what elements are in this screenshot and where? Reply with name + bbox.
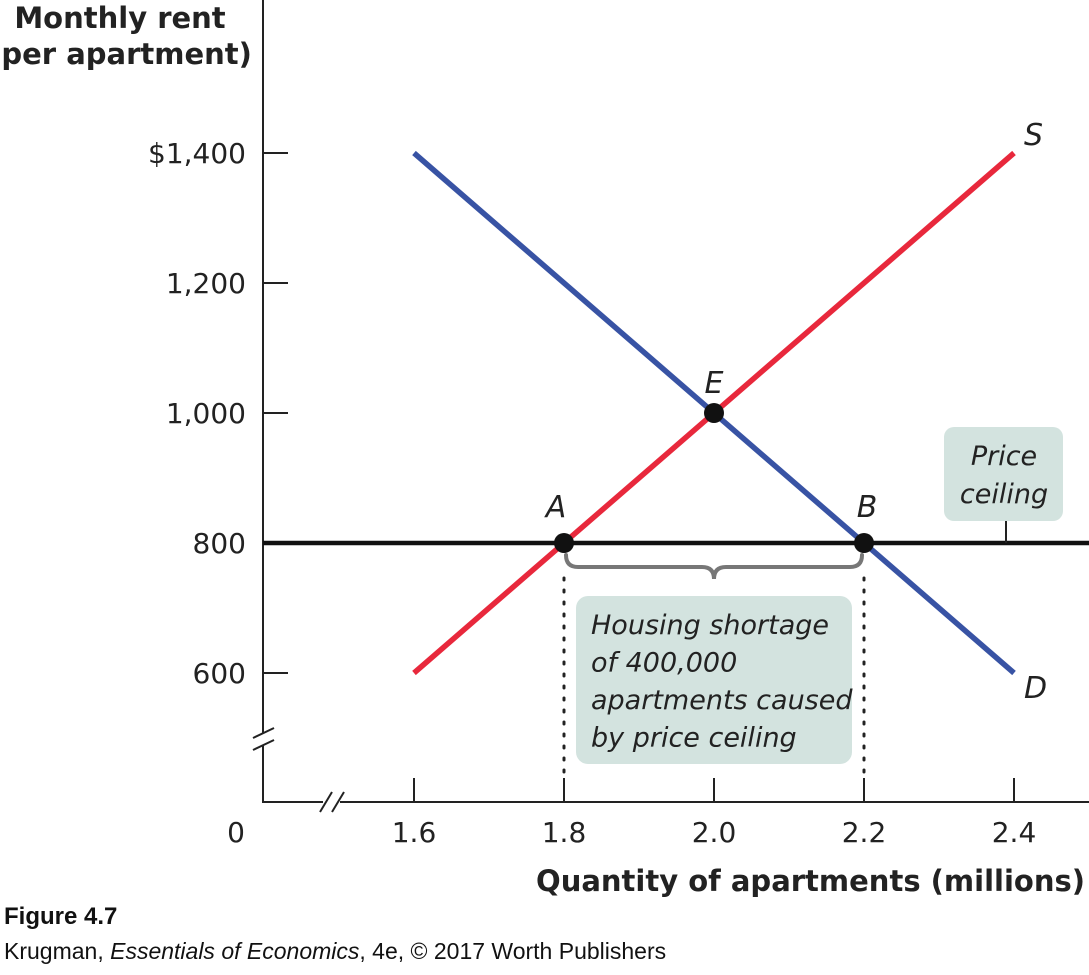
y-tick-label: 1,200 [166, 267, 246, 300]
x-tick-label: 2.2 [842, 816, 887, 849]
y-axis-title-line-2: (per apartment) [0, 37, 252, 71]
x-axis-title: Quantity of apartments (millions) [536, 864, 1085, 898]
y-axis-title: Monthly rent (per apartment) [0, 1, 252, 71]
figure-title: Figure 4.7 [4, 903, 118, 930]
credit-book-title: Essentials of Economics [110, 938, 360, 964]
x-axis-break-mark [319, 791, 333, 813]
price-ceiling-label-line: ceiling [960, 479, 1048, 510]
origin-label: 0 [227, 816, 245, 849]
shortage-note-line: apartments caused [591, 685, 853, 716]
point-label-b: B [857, 490, 878, 525]
y-tick-label: 600 [193, 657, 246, 690]
x-ticks: 1.6 1.8 2.0 2.2 2.4 [392, 778, 1037, 849]
shortage-note-line: Housing shortage [591, 610, 829, 641]
point-label-a: A [544, 490, 567, 525]
series-label-d: D [1024, 671, 1047, 706]
point-a [554, 533, 574, 553]
y-axis-break-mark [252, 727, 275, 739]
y-ticks: $1,400 1,200 1,000 800 600 [148, 137, 288, 690]
point-e [704, 403, 724, 423]
y-axis-title-line-1: Monthly rent [14, 1, 225, 35]
shortage-note-line: by price ceiling [591, 723, 797, 754]
credit-prefix: Krugman, [4, 938, 111, 964]
x-tick-label: 1.8 [542, 816, 587, 849]
y-tick-label: $1,400 [148, 137, 246, 170]
price-ceiling-label-line: Price [971, 441, 1037, 472]
equilibrium-points: E A B [544, 366, 878, 553]
shortage-brace-path [564, 553, 864, 580]
shortage-brace [564, 553, 864, 580]
price-ceiling-label-box [944, 427, 1063, 521]
figure-credit: Krugman, Essentials of Economics, 4e, © … [4, 938, 666, 965]
price-ceiling-chart: Monthly rent (per apartment) Quantity of… [0, 0, 1089, 898]
y-tick-label: 1,000 [166, 397, 246, 430]
y-axis-break-mark [252, 739, 275, 751]
y-tick-label: 800 [193, 527, 246, 560]
x-tick-label: 2.0 [692, 816, 737, 849]
x-axis-break-mark [331, 791, 345, 813]
price-ceiling-group: Price ceiling [263, 427, 1089, 546]
point-b [854, 533, 874, 553]
series-label-s: S [1024, 118, 1043, 153]
shortage-note-box [576, 596, 852, 764]
shortage-guides [562, 576, 866, 780]
shortage-note: Housing shortage of 400,000 apartments cau… [576, 596, 853, 764]
shortage-note-line: of 400,000 [591, 648, 737, 679]
x-tick-label: 1.6 [392, 816, 437, 849]
x-tick-label: 2.4 [992, 816, 1037, 849]
credit-suffix: , 4e, © 2017 Worth Publishers [359, 938, 667, 964]
point-label-e: E [705, 366, 724, 401]
